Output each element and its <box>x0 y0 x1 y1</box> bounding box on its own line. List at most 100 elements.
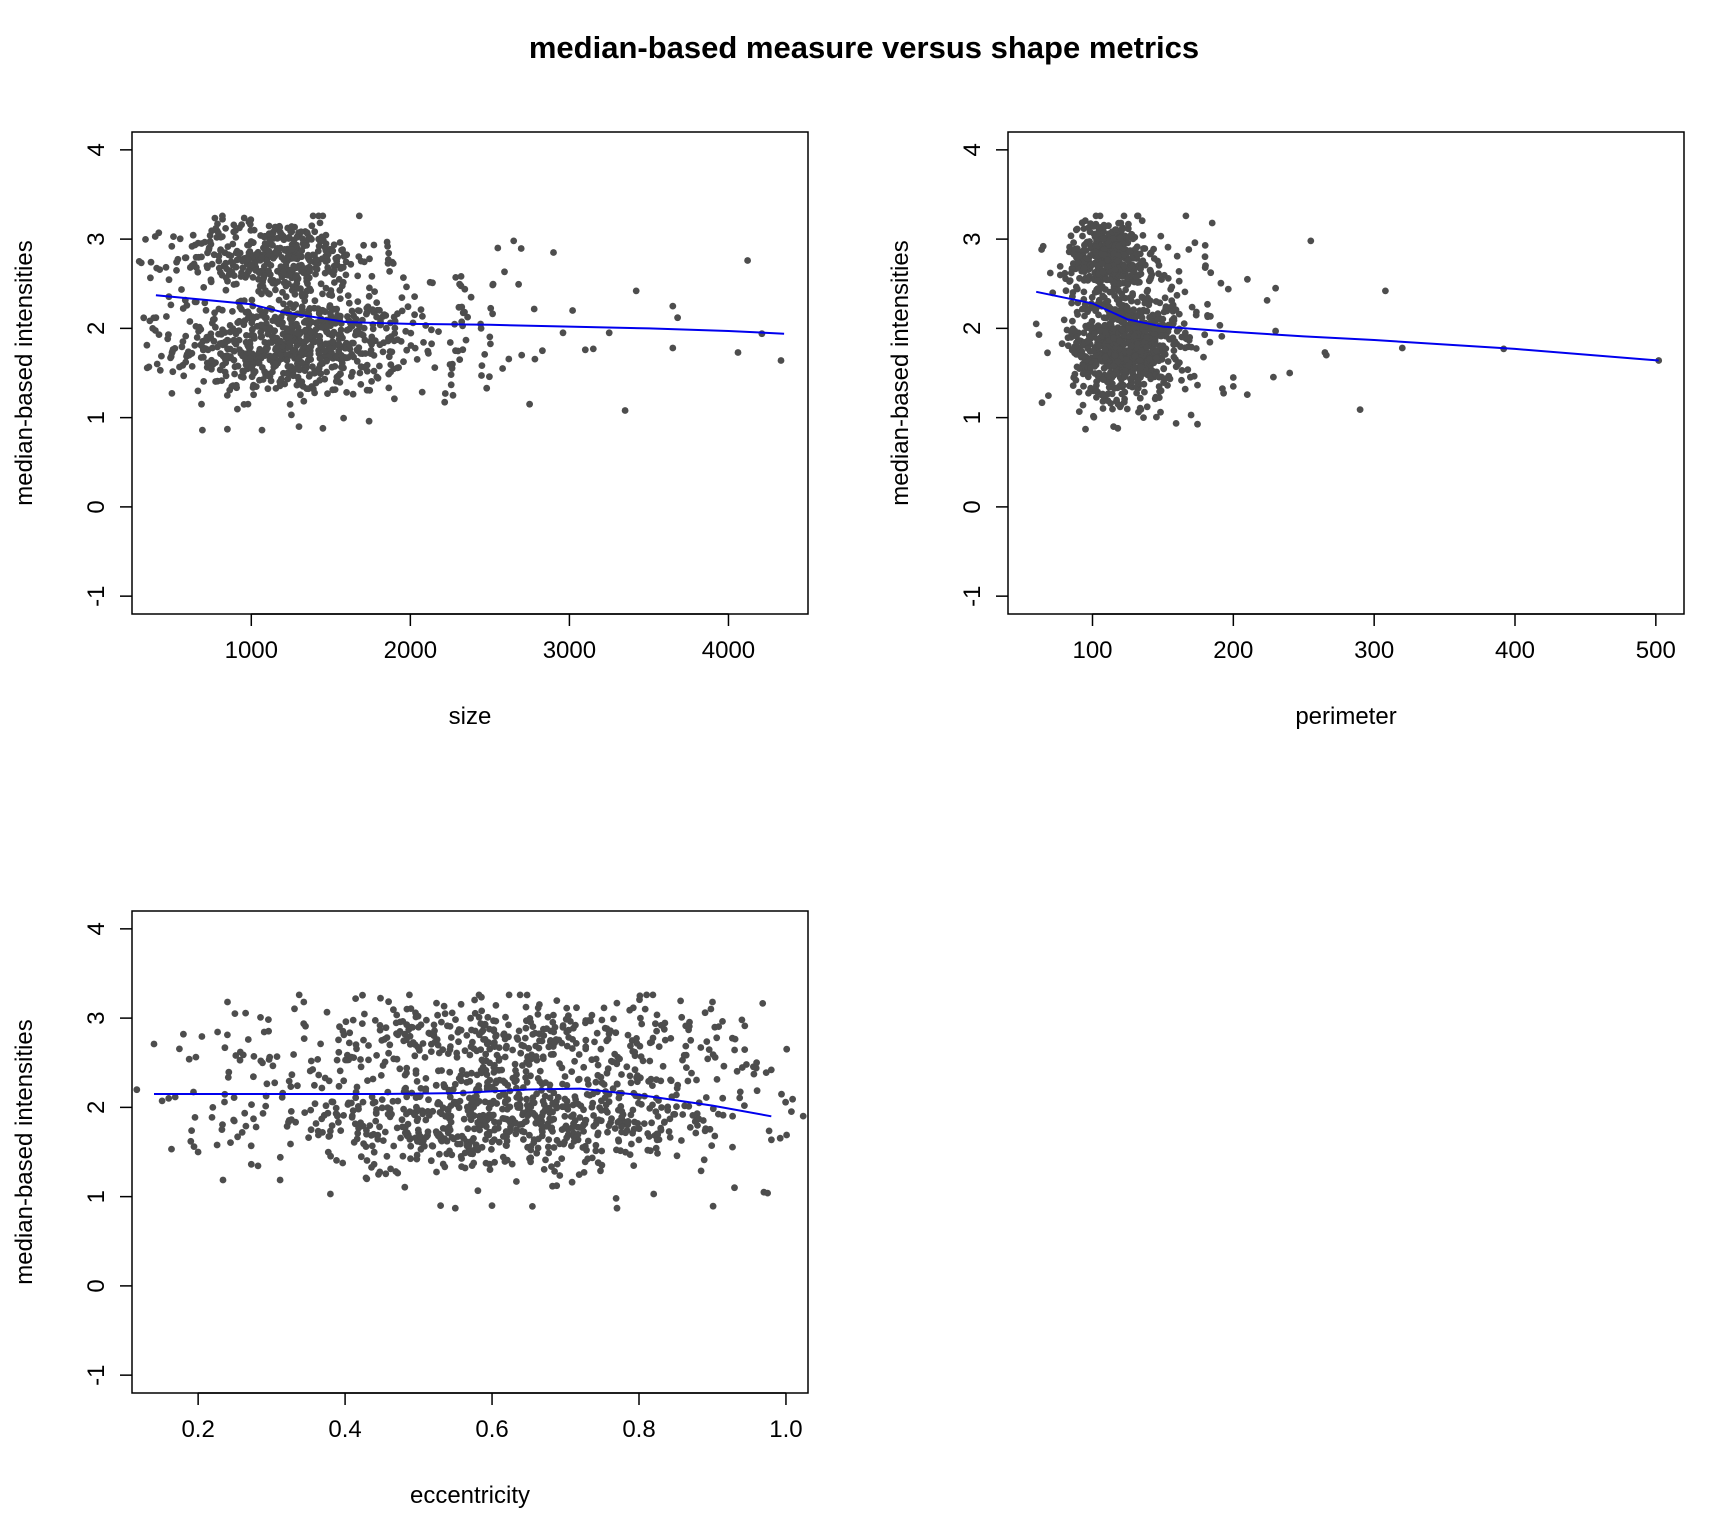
data-point <box>1286 369 1294 377</box>
data-point <box>261 240 269 247</box>
data-point <box>224 1074 232 1081</box>
data-point <box>291 290 299 298</box>
data-point <box>458 1067 466 1074</box>
data-point <box>1202 262 1209 270</box>
data-point <box>306 305 314 312</box>
data-point <box>378 1104 386 1112</box>
data-point <box>135 258 143 265</box>
data-point <box>303 287 311 295</box>
data-point <box>501 1053 509 1061</box>
data-point <box>627 1111 635 1119</box>
data-point <box>434 1041 442 1049</box>
data-point <box>431 364 439 371</box>
data-point <box>593 1029 601 1037</box>
data-point <box>295 365 303 373</box>
data-point <box>454 1140 461 1148</box>
data-point <box>440 1002 448 1010</box>
data-point <box>171 1093 179 1101</box>
data-point <box>381 1128 389 1136</box>
data-point <box>291 1005 298 1013</box>
data-point <box>455 1038 462 1046</box>
data-point <box>1143 334 1150 341</box>
data-point <box>547 1051 555 1058</box>
data-point <box>444 1129 452 1137</box>
data-point <box>646 1057 654 1065</box>
data-point <box>266 290 273 298</box>
data-point <box>522 1024 530 1032</box>
data-point <box>230 1094 238 1101</box>
data-point <box>1272 327 1279 335</box>
data-point <box>368 1093 376 1101</box>
data-point <box>484 1013 492 1021</box>
data-point <box>306 267 313 275</box>
data-point <box>401 1129 409 1137</box>
data-point <box>349 1107 357 1114</box>
data-point <box>1100 314 1108 322</box>
data-point <box>518 351 526 359</box>
data-point <box>248 296 256 304</box>
data-point <box>230 228 238 236</box>
data-point <box>217 331 225 338</box>
data-point <box>368 378 375 385</box>
data-point <box>427 1048 435 1055</box>
data-point <box>267 277 275 284</box>
data-point <box>1093 230 1101 237</box>
data-point <box>621 407 629 414</box>
data-point <box>476 1116 484 1123</box>
data-point <box>271 313 279 321</box>
data-point <box>389 260 397 267</box>
data-point <box>533 1090 540 1098</box>
data-point <box>376 1026 384 1034</box>
data-point <box>548 1163 555 1170</box>
data-point <box>1182 212 1190 220</box>
data-point <box>265 222 273 230</box>
data-point <box>1138 293 1146 301</box>
data-point <box>1111 384 1118 392</box>
data-point <box>324 390 331 397</box>
data-point <box>594 1071 602 1079</box>
data-point <box>355 344 363 352</box>
data-point <box>627 1079 635 1087</box>
data-point <box>224 345 231 353</box>
data-point <box>293 329 301 337</box>
data-point <box>352 315 360 323</box>
data-point <box>499 365 506 372</box>
data-point <box>418 388 426 396</box>
data-point <box>361 363 368 371</box>
data-point <box>709 998 716 1006</box>
data-point <box>232 1052 240 1059</box>
data-point <box>331 279 338 286</box>
data-point <box>1093 394 1100 401</box>
data-point <box>461 308 468 316</box>
data-point <box>1207 269 1215 277</box>
data-point <box>460 1115 468 1123</box>
data-point <box>603 1037 611 1045</box>
data-point <box>256 306 264 314</box>
data-point <box>492 1033 499 1040</box>
data-point <box>524 1143 531 1151</box>
data-point <box>222 286 230 294</box>
data-point <box>1144 286 1152 294</box>
data-point <box>1194 381 1201 389</box>
data-point <box>231 1010 239 1017</box>
data-point <box>689 1112 697 1119</box>
data-point <box>561 1073 569 1080</box>
data-point <box>232 234 240 241</box>
data-point <box>488 1202 496 1209</box>
data-point <box>467 1110 475 1117</box>
data-point <box>477 1020 485 1027</box>
data-point <box>208 365 215 373</box>
data-point <box>187 1137 195 1145</box>
y-tick-label: 1 <box>83 1190 110 1203</box>
data-point <box>333 1056 341 1064</box>
x-tick-label: 0.8 <box>622 1416 655 1443</box>
data-point <box>458 1163 465 1170</box>
data-point <box>358 1020 366 1027</box>
data-point <box>1156 373 1164 380</box>
data-point <box>257 347 265 354</box>
data-point <box>447 1118 455 1126</box>
data-point <box>1216 321 1224 329</box>
data-point <box>559 1080 566 1088</box>
data-point <box>1172 363 1180 371</box>
data-point <box>333 1157 340 1164</box>
